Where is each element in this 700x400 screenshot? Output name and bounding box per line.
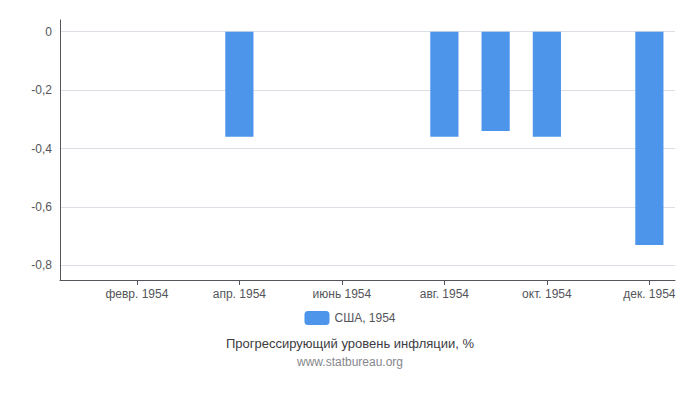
svg-text:июнь 1954: июнь 1954 <box>313 287 372 301</box>
svg-text:февр. 1954: февр. 1954 <box>105 287 168 301</box>
svg-text:-0,2: -0,2 <box>31 83 52 97</box>
svg-text:окт. 1954: окт. 1954 <box>522 287 572 301</box>
svg-text:Прогрессирующий уровень инфляц: Прогрессирующий уровень инфляции, % <box>226 336 474 351</box>
svg-text:авг. 1954: авг. 1954 <box>420 287 470 301</box>
svg-text:дек. 1954: дек. 1954 <box>623 287 676 301</box>
svg-text:-0,4: -0,4 <box>31 142 52 156</box>
svg-text:-0,8: -0,8 <box>31 258 52 272</box>
svg-text:апр. 1954: апр. 1954 <box>213 287 267 301</box>
svg-text:США, 1954: США, 1954 <box>334 311 395 325</box>
svg-text:0: 0 <box>45 25 52 39</box>
svg-text:-0,6: -0,6 <box>31 200 52 214</box>
svg-text:www.statbureau.org: www.statbureau.org <box>296 355 403 369</box>
